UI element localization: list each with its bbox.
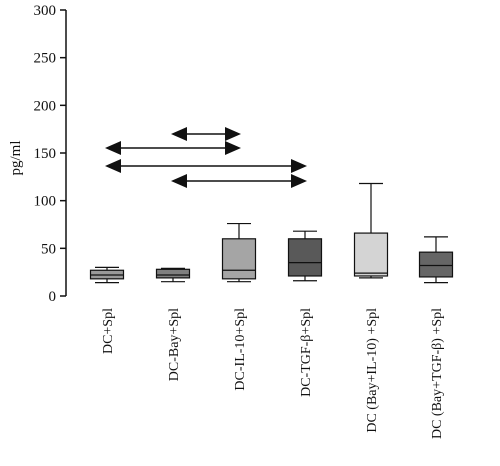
box-plots xyxy=(89,182,454,284)
box-iqr xyxy=(287,238,323,277)
arrow-head-left xyxy=(105,141,121,155)
arrow-head-left xyxy=(171,174,187,188)
box-iqr xyxy=(155,268,191,279)
category-labels: DC+Spl DC-Bay+Spl DC-IL-10+Spl DC-TGF-β+Spl… xyxy=(101,308,445,439)
category-label: DC+Spl xyxy=(101,308,116,354)
box-plot xyxy=(418,236,454,284)
arrow-head-left xyxy=(171,127,187,141)
box-plot xyxy=(89,266,125,284)
arrow-head-right xyxy=(225,127,241,141)
arrow-head-right xyxy=(225,141,241,155)
category-label: DC-TGF-β+Spl xyxy=(299,308,314,397)
category-label: DC-Bay+Spl xyxy=(167,308,182,381)
box-plot xyxy=(155,267,191,283)
y-ticks: 0 50 100 150 200 250 300 xyxy=(34,3,66,305)
y-tick-label: 250 xyxy=(34,51,57,67)
arrow-head-right xyxy=(291,174,307,188)
y-tick-label: 150 xyxy=(34,146,57,162)
y-tick-label: 0 xyxy=(49,289,57,305)
double-arrow xyxy=(171,174,307,188)
category-label: DC (Bay+TGF-β) +Spl xyxy=(430,308,445,439)
arrow-head-left xyxy=(105,159,121,173)
box-plot xyxy=(287,230,323,282)
arrow-head-right xyxy=(291,159,307,173)
y-tick-label: 300 xyxy=(34,3,57,19)
y-tick-label: 100 xyxy=(34,194,57,210)
box-plot xyxy=(221,222,257,283)
double-arrow xyxy=(105,141,241,155)
category-label: DC-IL-10+Spl xyxy=(233,308,248,391)
y-axis-label: pg/ml xyxy=(8,140,24,175)
box-iqr xyxy=(353,232,389,277)
box-plot xyxy=(353,182,389,279)
significance-arrows xyxy=(105,127,307,188)
box-iqr xyxy=(418,251,454,278)
y-tick-label: 200 xyxy=(34,98,57,114)
y-tick-label: 50 xyxy=(41,241,56,257)
category-label: DC (Bay+IL-10) +Spl xyxy=(365,308,380,433)
double-arrow xyxy=(105,159,307,173)
double-arrow xyxy=(171,127,241,141)
box-iqr xyxy=(221,238,257,280)
